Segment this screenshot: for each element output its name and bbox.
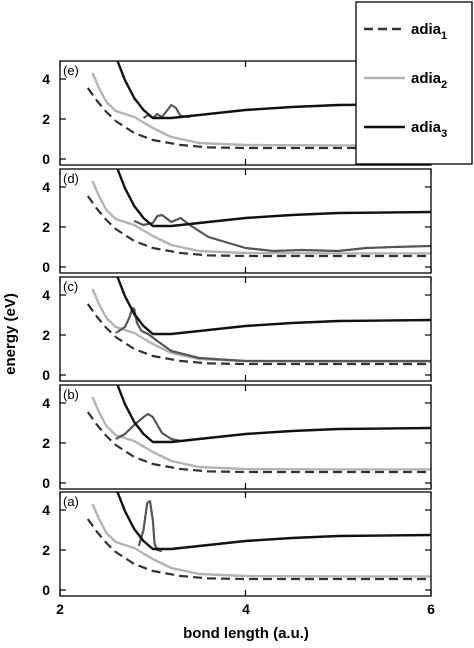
panels-group: 0 2 4 (e) 0 2 4 (d) 0 2 4 (c) 0 2 4 (b) 0 2 4 (a) [42,60,432,598]
y-tick-label: 0 [42,151,50,167]
series-line-adia3 [116,385,431,444]
y-axis-label: energy (eV) [2,293,19,375]
y-tick-label: 2 [42,435,50,451]
y-tick-label: 4 [42,287,50,303]
panel-a: 0 2 4 (a) [42,491,432,598]
x-tick-labels: 2 4 6 [56,601,435,617]
y-tick-label: 4 [42,179,50,195]
y-tick-label: 0 [42,367,50,383]
panel-series [86,169,431,258]
y-tick-label: 2 [42,327,50,343]
panel-b: 0 2 4 (b) [42,384,432,491]
x-tick-label: 4 [242,601,250,617]
series-line-adia2 [91,503,431,578]
legend-entry-adia3: adia3 [411,119,447,140]
series-line-adia1 [86,303,431,366]
series-line-adia1 [86,195,431,258]
y-tick-label: 0 [42,259,50,275]
panel-label: (b) [63,387,79,402]
y-tick-label: 2 [42,219,50,235]
y-tick-label: 4 [42,71,50,87]
panel-d: 0 2 4 (d) [42,168,432,275]
panel-label: (c) [63,279,78,294]
series-line-diabatic [115,412,181,443]
series-line-adia1 [86,87,431,150]
series-line-adia2 [91,180,431,255]
series-line-adia3 [116,492,431,551]
x-axis-label: bond length (a.u.) [183,625,309,642]
panel-frame [59,384,432,490]
y-tick-label: 0 [42,582,50,598]
y-tick-label: 4 [42,502,50,518]
series-line-diabatic [137,499,163,553]
panel-c: 0 2 4 (c) [42,276,432,383]
legend-entry-adia2: adia2 [411,70,447,91]
legend-entry-adia1: adia1 [411,21,447,42]
y-tick-label: 4 [42,395,50,411]
series-line-diabatic [133,213,431,253]
panel-e: 0 2 4 (e) [42,60,432,167]
series-line-adia3 [116,169,431,228]
series-line-adia1 [86,518,431,581]
panel-frame [59,168,432,274]
series-line-adia2 [91,396,431,471]
y-tick-label: 0 [42,475,50,491]
x-tick-label: 6 [427,601,435,617]
x-tick-label: 2 [56,601,64,617]
panel-series [86,385,431,474]
y-tick-label: 2 [42,111,50,127]
panel-series [86,61,431,150]
series-line-adia2 [91,72,431,147]
panel-series [86,277,431,366]
series-line-adia1 [86,411,431,474]
legend-box [355,1,473,165]
series-line-adia3 [116,61,431,120]
panel-label: (a) [63,494,79,509]
panel-series [86,492,431,581]
series-line-adia3 [116,277,431,336]
panel-label: (d) [63,171,79,186]
panel-frame [59,276,432,382]
legend: adia1 adia2 adia3 [355,1,473,165]
panel-frame [59,491,432,597]
series-line-diabatic [115,306,431,363]
y-tick-label: 2 [42,542,50,558]
panel-label: (e) [63,63,79,78]
